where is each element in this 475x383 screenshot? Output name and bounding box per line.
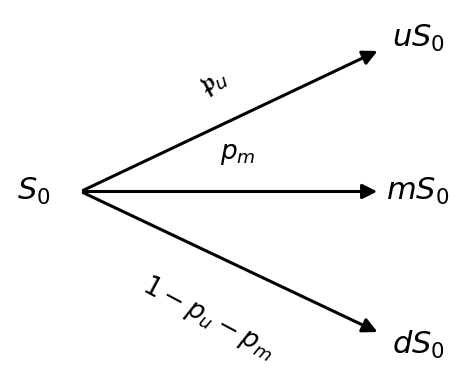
FancyArrowPatch shape [84,185,374,198]
Text: $p_m$: $p_m$ [220,141,255,167]
FancyArrowPatch shape [83,52,374,190]
Text: $S_0$: $S_0$ [17,176,50,207]
Text: $mS_0$: $mS_0$ [386,176,450,207]
Text: $uS_0$: $uS_0$ [391,23,445,54]
Text: $dS_0$: $dS_0$ [391,329,445,361]
Text: $1 - p_u - p_m$: $1 - p_u - p_m$ [137,270,281,365]
Text: $\mathfrak{p}_u$: $\mathfrak{p}_u$ [195,65,232,101]
FancyArrowPatch shape [83,193,374,331]
